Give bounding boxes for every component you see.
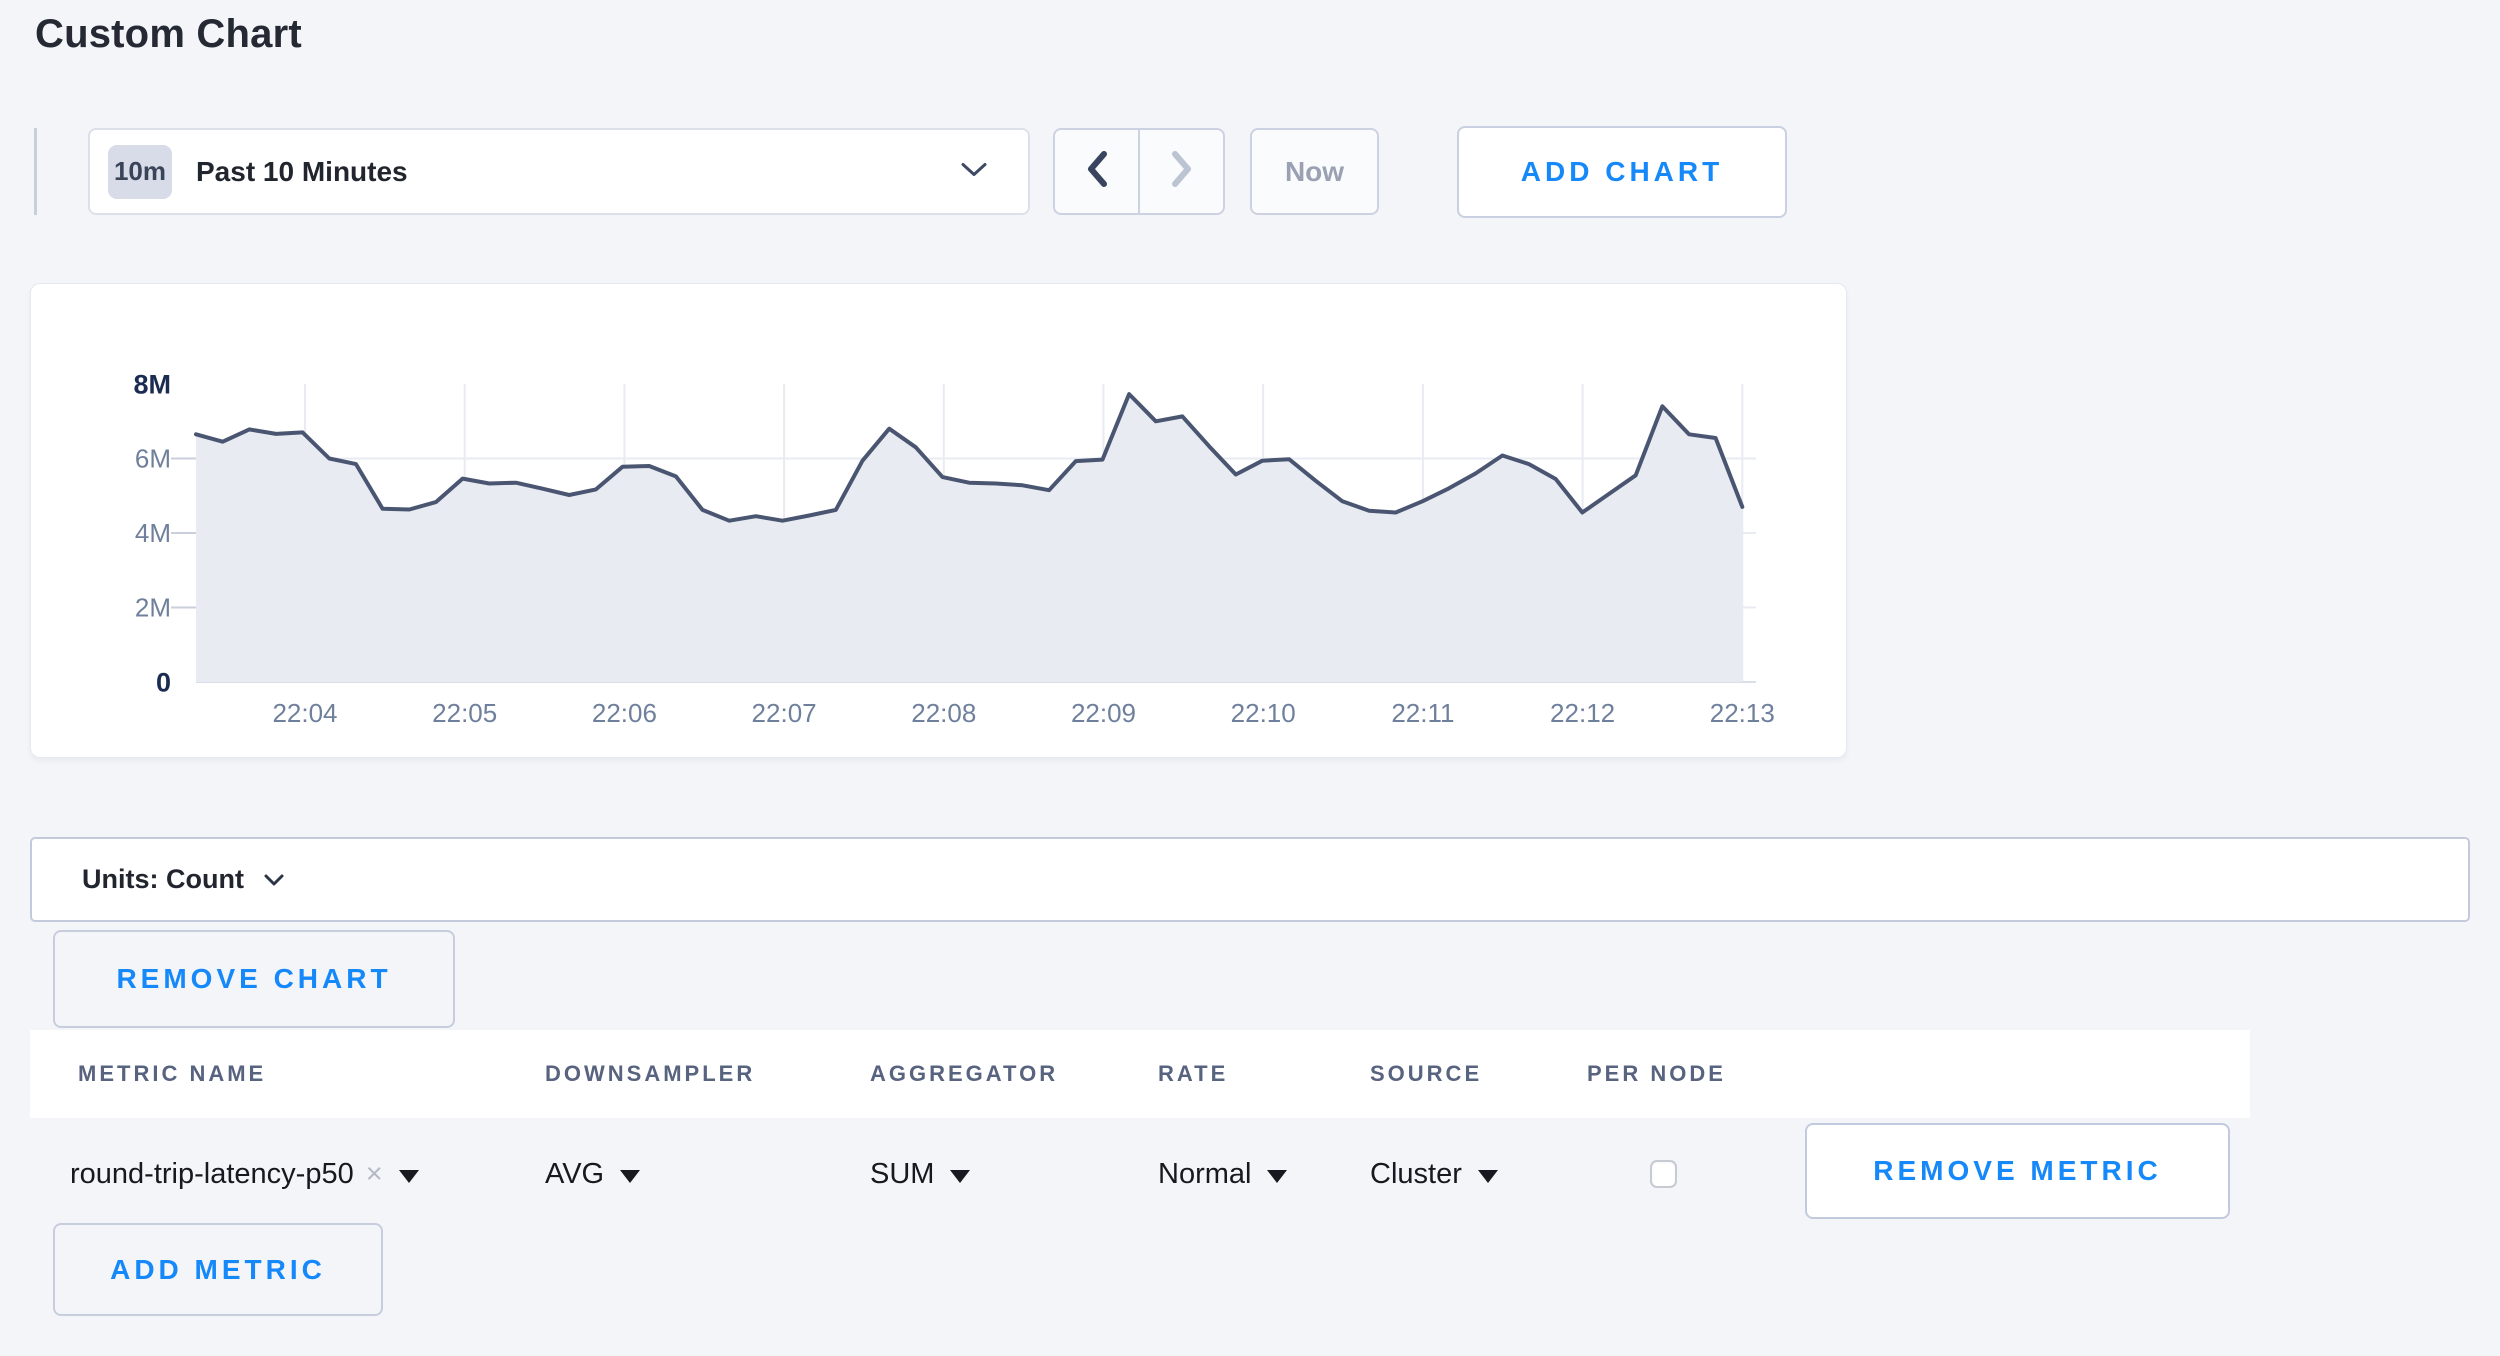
caret-down-icon <box>620 1169 641 1183</box>
aggregator-select[interactable]: SUM <box>870 1146 971 1202</box>
units-label: Units: Count <box>82 864 244 894</box>
svg-text:8M: 8M <box>133 369 171 399</box>
remove-metric-button[interactable]: REMOVE METRIC <box>1805 1123 2230 1219</box>
caret-down-icon <box>950 1169 971 1183</box>
metrics-table-header: METRIC NAME DOWNSAMPLER AGGREGATOR RATE … <box>30 1030 2250 1118</box>
source-select[interactable]: Cluster <box>1370 1146 1498 1202</box>
chart-line <box>194 392 1745 523</box>
caret-down-icon <box>1477 1169 1498 1183</box>
svg-text:2M: 2M <box>135 593 171 623</box>
svg-text:4M: 4M <box>135 518 171 548</box>
svg-text:6M: 6M <box>135 444 171 474</box>
remove-chart-button[interactable]: REMOVE CHART <box>53 930 455 1028</box>
time-forward-button[interactable] <box>1140 130 1223 213</box>
chart-area <box>194 392 1745 682</box>
chevron-down-icon <box>264 873 284 891</box>
time-range-badge: 10m <box>108 144 172 199</box>
svg-text:22:08: 22:08 <box>911 698 976 728</box>
svg-text:0: 0 <box>156 667 171 697</box>
column-header-per-node: PER NODE <box>1587 1061 1726 1086</box>
svg-text:22:09: 22:09 <box>1071 698 1136 728</box>
chart-axis-labels: 0 2M 4M 6M 8M 22:04 22:05 22:06 22:07 22:08 22:09 2… <box>133 369 1774 728</box>
svg-text:22:10: 22:10 <box>1231 698 1296 728</box>
metric-name-select[interactable]: round-trip-latency-p50 × <box>70 1146 419 1202</box>
toolbar-left-divider <box>34 128 37 215</box>
column-header-rate: RATE <box>1158 1061 1229 1086</box>
aggregator-value: SUM <box>870 1157 935 1190</box>
svg-text:22:12: 22:12 <box>1550 698 1615 728</box>
rate-select[interactable]: Normal <box>1158 1146 1288 1202</box>
svg-text:22:11: 22:11 <box>1391 698 1454 728</box>
units-dropdown[interactable]: Units: Count <box>30 837 2470 922</box>
downsampler-value: AVG <box>545 1157 605 1190</box>
caret-down-icon <box>1267 1169 1288 1183</box>
svg-text:22:05: 22:05 <box>432 698 497 728</box>
downsampler-select[interactable]: AVG <box>545 1146 641 1202</box>
time-range-dropdown[interactable]: 10m Past 10 Minutes <box>88 128 1030 215</box>
svg-text:22:07: 22:07 <box>752 698 817 728</box>
now-button[interactable]: Now <box>1250 128 1379 215</box>
chevron-right-icon <box>1169 149 1195 194</box>
add-metric-button[interactable]: ADD METRIC <box>53 1223 383 1316</box>
caret-down-icon <box>398 1169 419 1183</box>
svg-text:22:04: 22:04 <box>272 698 337 728</box>
time-back-button[interactable] <box>1055 130 1140 213</box>
time-range-label: Past 10 Minutes <box>196 155 408 187</box>
time-nav-arrows <box>1053 128 1225 215</box>
chart-card: 0 2M 4M 6M 8M 22:04 22:05 22:06 22:07 22:08 22:09 2… <box>30 283 1847 758</box>
chevron-left-icon <box>1084 149 1110 194</box>
clear-metric-icon[interactable]: × <box>365 1157 383 1190</box>
metric-name-value: round-trip-latency-p50 <box>70 1157 354 1190</box>
page-title: Custom Chart <box>35 12 302 56</box>
column-header-aggregator: AGGREGATOR <box>870 1061 1059 1086</box>
svg-text:22:06: 22:06 <box>592 698 657 728</box>
svg-text:22:13: 22:13 <box>1710 698 1775 728</box>
source-value: Cluster <box>1370 1157 1462 1190</box>
chevron-down-icon <box>960 161 988 182</box>
per-node-checkbox[interactable] <box>1650 1160 1677 1188</box>
column-header-downsampler: DOWNSAMPLER <box>545 1061 756 1086</box>
column-header-metric-name: METRIC NAME <box>78 1061 267 1086</box>
custom-chart-canvas[interactable]: 0 2M 4M 6M 8M 22:04 22:05 22:06 22:07 22:08 22:09 2… <box>31 284 1848 759</box>
add-chart-button[interactable]: ADD CHART <box>1457 126 1787 218</box>
rate-value: Normal <box>1158 1157 1252 1190</box>
column-header-source: SOURCE <box>1370 1061 1483 1086</box>
